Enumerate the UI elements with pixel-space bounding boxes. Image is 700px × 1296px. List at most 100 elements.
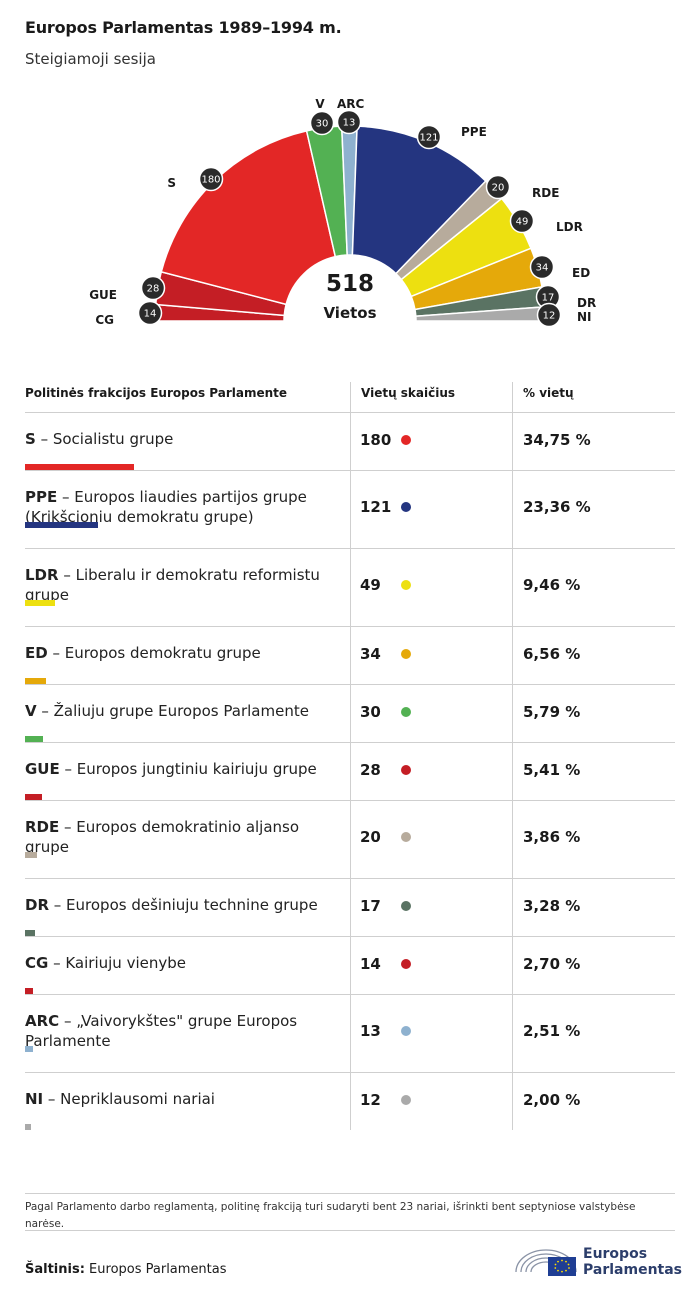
seat-count: 49: [360, 576, 381, 594]
group-color-dot: [401, 580, 411, 590]
seat-percentage: 5,41 %: [523, 761, 581, 779]
group-name: CG – Kairiuju vienybe: [25, 953, 343, 973]
group-abbr: CG: [25, 954, 49, 972]
total-seats-label: Vietos: [323, 304, 376, 322]
share-bar: [25, 736, 43, 742]
seat-count: 30: [360, 703, 381, 721]
group-full-name: – Žaliuju grupe Europos Parlamente: [36, 702, 309, 720]
group-label-v: V: [315, 97, 325, 111]
group-abbr: NI: [25, 1090, 44, 1108]
seat-badge-value: 14: [144, 309, 157, 320]
group-abbr: RDE: [25, 818, 60, 836]
seat-badge-ppe: [416, 124, 442, 150]
seat-percentage: 3,28 %: [523, 897, 581, 915]
group-label-cg: CG: [95, 313, 114, 327]
group-abbr: GUE: [25, 760, 60, 778]
group-color-dot: [401, 1026, 411, 1036]
share-bar: [25, 930, 35, 936]
footnote: Pagal Parlamento darbo reglamentą, polit…: [25, 1193, 675, 1231]
seat-badge-ni: [536, 302, 562, 328]
group-full-name: – Europos liaudies partijos grupe (Krikš…: [25, 488, 307, 526]
group-color-dot: [401, 832, 411, 842]
seat-badge-value: 28: [147, 284, 160, 295]
group-name: ARC – „Vaivorykštes" grupe Europos Parla…: [25, 1011, 343, 1051]
share-bar: [25, 600, 55, 606]
col-pct-header: % vietų: [523, 386, 574, 400]
seat-badge-ed: [529, 254, 555, 280]
table-header: Politinės frakcijos Europos Parlamente V…: [25, 382, 675, 412]
group-name: GUE – Europos jungtiniu kairiuju grupe: [25, 759, 343, 779]
group-abbr: LDR: [25, 566, 59, 584]
group-full-name: – Socialistu grupe: [35, 430, 174, 448]
ep-logo: Europos Parlamentas: [513, 1238, 683, 1282]
ep-logo-icon: [515, 1249, 577, 1276]
column-divider: [350, 382, 351, 1130]
group-name: RDE – Europos demokratinio aljanso grupe: [25, 817, 343, 857]
source-label: Šaltinis:: [25, 1262, 85, 1277]
group-label-ed: ED: [572, 266, 590, 280]
seat-percentage: 2,00 %: [523, 1091, 581, 1109]
group-label-ppe: PPE: [461, 125, 487, 139]
group-name: V – Žaliuju grupe Europos Parlamente: [25, 701, 343, 721]
share-bar: [25, 464, 134, 470]
group-color-dot: [401, 901, 411, 911]
page-title: Europos Parlamentas 1989–1994 m.: [25, 18, 342, 37]
group-label-rde: RDE: [532, 186, 559, 200]
group-label-ni: NI: [577, 310, 592, 324]
group-full-name: – Kairiuju vienybe: [48, 954, 186, 972]
seat-percentage: 5,79 %: [523, 703, 581, 721]
seat-count: 12: [360, 1091, 381, 1109]
table-row: GUE – Europos jungtiniu kairiuju grupe 28…: [25, 742, 675, 800]
seat-badge-value: 180: [201, 175, 220, 186]
table-row: LDR – Liberalu ir demokratu reformistu g…: [25, 548, 675, 626]
group-label-s: S: [167, 176, 176, 190]
group-abbr: DR: [25, 896, 50, 914]
seat-percentage: 23,36 %: [523, 498, 591, 516]
seat-percentage: 6,56 %: [523, 645, 581, 663]
seat-percentage: 34,75 %: [523, 431, 591, 449]
group-abbr: S: [25, 430, 36, 448]
seat-badge-value: 12: [543, 311, 556, 322]
seat-percentage: 2,51 %: [523, 1022, 581, 1040]
seat-badge-gue: [140, 275, 166, 301]
group-label-gue: GUE: [89, 288, 117, 302]
group-full-name: – Europos dešiniuju technine grupe: [49, 896, 318, 914]
share-bar: [25, 852, 37, 858]
group-color-dot: [401, 502, 411, 512]
seat-percentage: 2,70 %: [523, 955, 581, 973]
seat-count: 20: [360, 828, 381, 846]
share-bar: [25, 522, 98, 528]
share-bar: [25, 988, 33, 994]
seat-badge-rde: [485, 174, 511, 200]
seat-percentage: 3,86 %: [523, 828, 581, 846]
seat-badge-cg: [137, 300, 163, 326]
share-bar: [25, 794, 42, 800]
group-label-arc: ARC: [337, 97, 365, 111]
group-color-dot: [401, 649, 411, 659]
seat-badge-v: [309, 110, 335, 136]
group-abbr: V: [25, 702, 37, 720]
group-color-dot: [401, 435, 411, 445]
group-color-dot: [401, 1095, 411, 1105]
group-full-name: – Europos jungtiniu kairiuju grupe: [59, 760, 317, 778]
page-subtitle: Steigiamoji sesija: [25, 50, 156, 68]
group-abbr: ED: [25, 644, 48, 662]
seat-count: 34: [360, 645, 381, 663]
seat-count: 13: [360, 1022, 381, 1040]
hemicycle-chart: 14 CG 28 GUE 180 S 30 V 13 ARC 121 PPE 20 RDE 49 LDR 34 E…: [89, 97, 596, 328]
seat-badge-value: 121: [419, 133, 438, 144]
group-full-name: – Europos demokratu grupe: [47, 644, 261, 662]
seat-count: 121: [360, 498, 392, 516]
group-label-dr: DR: [577, 296, 596, 310]
hemicycle-slice-s: [160, 129, 337, 306]
group-name: S – Socialistu grupe: [25, 429, 343, 449]
group-color-dot: [401, 959, 411, 969]
seat-percentage: 9,46 %: [523, 576, 581, 594]
seat-badge-value: 49: [516, 217, 529, 228]
seat-badge-value: 13: [343, 118, 356, 129]
group-abbr: PPE: [25, 488, 58, 506]
col-group-header: Politinės frakcijos Europos Parlamente: [25, 386, 288, 400]
logo-line-2: Parlamentas: [583, 1262, 683, 1278]
share-bar: [25, 1124, 31, 1130]
seat-badge-value: 20: [492, 183, 505, 194]
